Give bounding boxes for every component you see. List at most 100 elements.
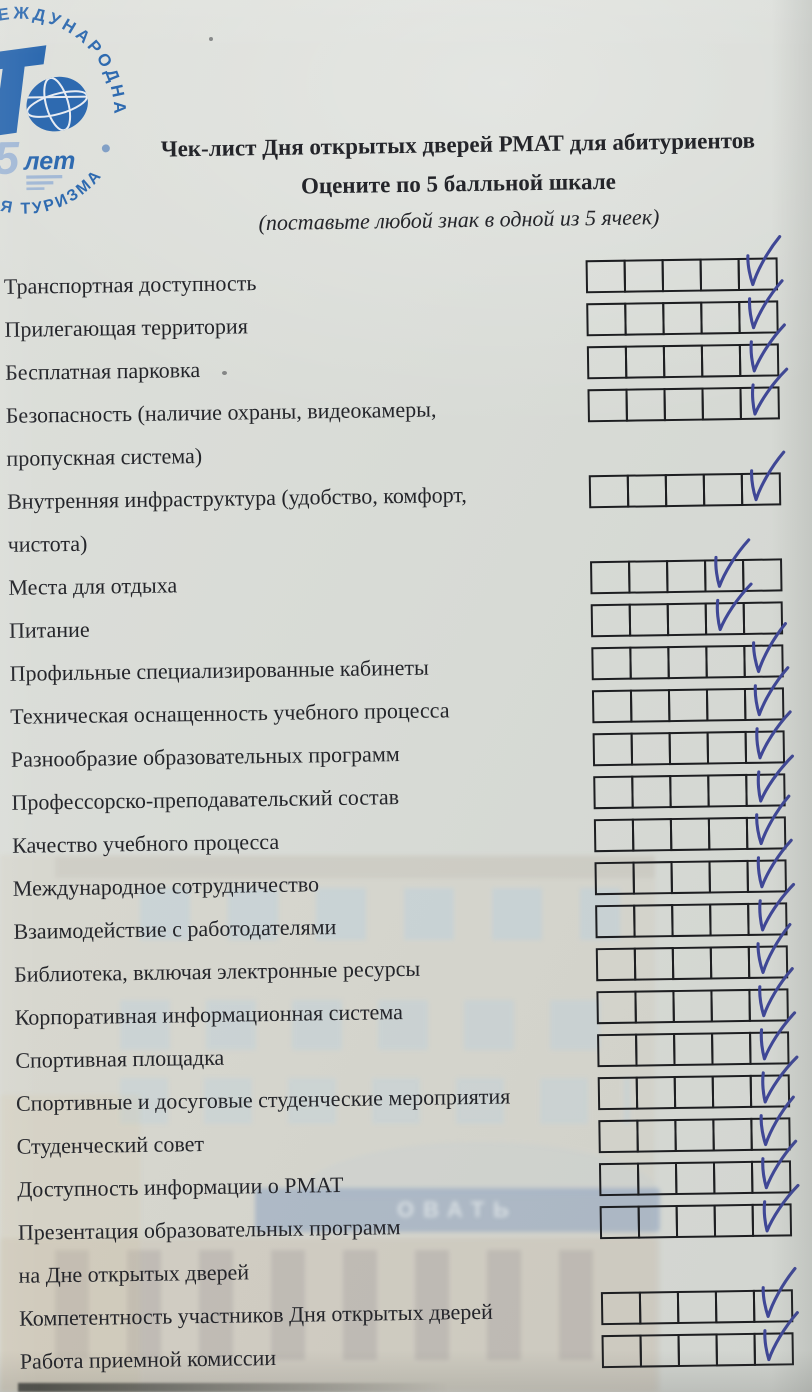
score-cell-5[interactable]: [747, 923, 792, 979]
score-cell-4[interactable]: [708, 859, 749, 894]
score-cell-3[interactable]: [677, 1333, 718, 1368]
score-cell-2[interactable]: [629, 689, 671, 723]
score-cell-1[interactable]: [593, 818, 635, 853]
score-cell-3[interactable]: [669, 817, 711, 852]
score-cell-1[interactable]: [593, 775, 634, 810]
score-cell-5[interactable]: [753, 1311, 799, 1366]
score-cell-4[interactable]: [707, 816, 749, 851]
score-cell-1[interactable]: [601, 1334, 643, 1369]
score-cell-3[interactable]: [666, 602, 708, 637]
score-cell-3[interactable]: [676, 1290, 718, 1325]
score-cell-3[interactable]: [662, 344, 704, 379]
score-cell-1[interactable]: [587, 388, 628, 423]
score-cell-5[interactable]: [743, 622, 787, 678]
score-cell-3[interactable]: [672, 989, 713, 1024]
score-cell-3[interactable]: [667, 688, 709, 723]
score-cell-2[interactable]: [629, 646, 670, 680]
score-cell-2[interactable]: [637, 1205, 679, 1239]
score-cell-2[interactable]: [625, 388, 666, 422]
score-cell-3[interactable]: [671, 903, 712, 938]
score-cell-1[interactable]: [590, 603, 632, 638]
score-cell-1[interactable]: [600, 1291, 642, 1326]
score-cell-2[interactable]: [630, 732, 672, 766]
score-cell-5[interactable]: [740, 450, 786, 506]
score-cell-2[interactable]: [634, 990, 675, 1024]
score-cell-2[interactable]: [638, 1291, 680, 1325]
score-cell-5[interactable]: [737, 235, 782, 292]
score-cell-3[interactable]: [670, 860, 711, 895]
score-cell-5[interactable]: [749, 1055, 799, 1108]
score-cell-5[interactable]: [745, 754, 794, 807]
score-cell-2[interactable]: [628, 603, 670, 637]
score-cell-2[interactable]: [624, 345, 666, 379]
score-cell-5[interactable]: [752, 1266, 797, 1323]
score-cell-5[interactable]: [738, 323, 786, 378]
score-cell-1[interactable]: [597, 1076, 639, 1111]
score-cell-2[interactable]: [635, 1033, 676, 1067]
score-cell-5[interactable]: [746, 838, 793, 893]
score-cell-4[interactable]: [706, 730, 748, 765]
score-cell-5[interactable]: [747, 882, 796, 936]
score-cell-2[interactable]: [636, 1162, 678, 1196]
score-cell-4[interactable]: [701, 386, 742, 421]
score-cell-2[interactable]: [631, 775, 672, 809]
score-cell-1[interactable]: [596, 990, 637, 1025]
score-cell-2[interactable]: [623, 259, 665, 293]
score-cell-3[interactable]: [667, 645, 708, 680]
score-cell-1[interactable]: [595, 947, 637, 982]
score-cell-4[interactable]: [699, 257, 741, 292]
score-cell-1[interactable]: [594, 861, 635, 896]
score-cell-2[interactable]: [632, 861, 673, 895]
score-cell-3[interactable]: [662, 301, 703, 336]
score-cell-4[interactable]: [710, 988, 751, 1023]
score-cell-5[interactable]: [751, 1183, 800, 1237]
score-cell-1[interactable]: [597, 1033, 638, 1068]
score-cell-4[interactable]: [702, 472, 744, 507]
score-cell-5[interactable]: [748, 967, 794, 1022]
score-cell-5[interactable]: [745, 794, 791, 850]
score-cell-4[interactable]: [709, 902, 750, 937]
score-cell-2[interactable]: [631, 818, 673, 852]
score-cell-3[interactable]: [675, 1204, 717, 1239]
score-cell-4[interactable]: [712, 1160, 754, 1195]
score-cell-4[interactable]: [709, 945, 751, 980]
score-cell-2[interactable]: [624, 302, 665, 336]
score-cell-1[interactable]: [590, 560, 631, 595]
score-cell-4[interactable]: [714, 1289, 756, 1324]
score-cell-3[interactable]: [673, 1075, 715, 1110]
score-cell-1[interactable]: [591, 689, 633, 724]
score-cell-4[interactable]: [711, 1031, 752, 1066]
score-cell-5[interactable]: [738, 279, 784, 335]
score-cell-1[interactable]: [586, 345, 628, 380]
score-cell-5[interactable]: [750, 1095, 795, 1151]
score-cell-3[interactable]: [674, 1161, 716, 1196]
score-cell-4[interactable]: [700, 300, 741, 335]
score-cell-2[interactable]: [628, 560, 669, 594]
score-cell-3[interactable]: [669, 774, 710, 809]
score-cell-4[interactable]: [712, 1117, 753, 1152]
score-cell-4[interactable]: [711, 1074, 753, 1109]
score-cell-5[interactable]: [750, 1139, 798, 1194]
score-cell-2[interactable]: [626, 474, 668, 508]
score-cell-2[interactable]: [633, 947, 675, 981]
score-cell-3[interactable]: [664, 473, 706, 508]
score-cell-3[interactable]: [661, 258, 703, 293]
score-cell-4[interactable]: [700, 343, 742, 378]
score-cell-4[interactable]: [715, 1332, 756, 1367]
score-cell-4[interactable]: [704, 538, 751, 593]
score-cell-3[interactable]: [673, 1032, 714, 1067]
score-cell-4[interactable]: [704, 582, 753, 636]
score-cell-5[interactable]: [744, 710, 792, 764]
score-cell-2[interactable]: [635, 1076, 677, 1110]
score-cell-3[interactable]: [674, 1118, 715, 1153]
score-cell-3[interactable]: [671, 946, 713, 981]
score-cell-3[interactable]: [666, 559, 707, 594]
score-cell-1[interactable]: [588, 474, 630, 509]
score-cell-4[interactable]: [713, 1203, 755, 1238]
score-cell-3[interactable]: [663, 387, 704, 422]
score-cell-2[interactable]: [639, 1333, 680, 1368]
score-cell-5[interactable]: [739, 367, 789, 421]
score-cell-1[interactable]: [595, 904, 636, 939]
score-cell-2[interactable]: [633, 904, 674, 938]
score-cell-5[interactable]: [743, 666, 790, 721]
